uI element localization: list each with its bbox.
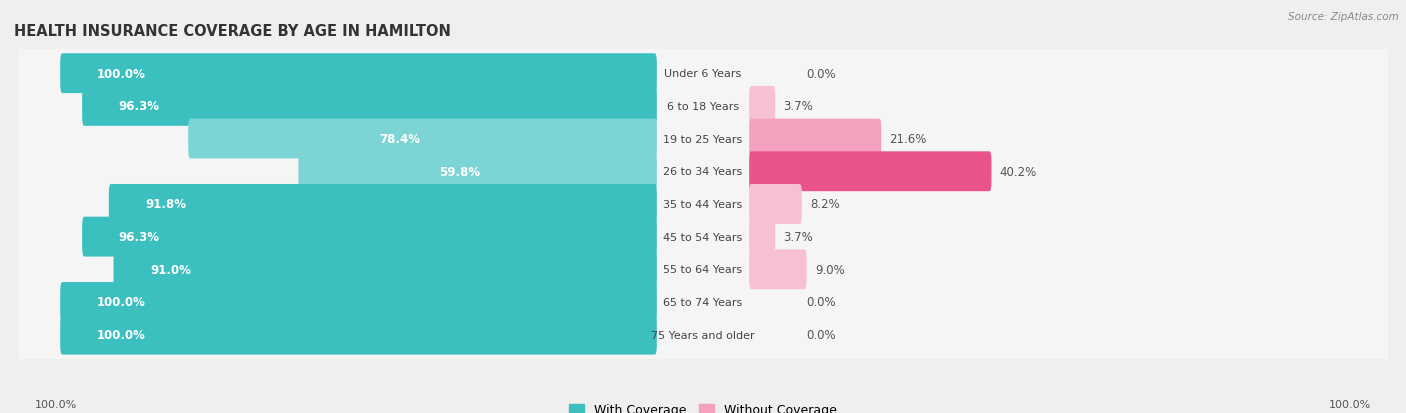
Text: 21.6%: 21.6% <box>890 133 927 146</box>
Text: 45 to 54 Years: 45 to 54 Years <box>664 232 742 242</box>
Text: 100.0%: 100.0% <box>35 399 77 409</box>
FancyBboxPatch shape <box>749 87 775 126</box>
Text: 6 to 18 Years: 6 to 18 Years <box>666 102 740 112</box>
FancyBboxPatch shape <box>749 152 991 192</box>
Text: Source: ZipAtlas.com: Source: ZipAtlas.com <box>1288 12 1399 22</box>
FancyBboxPatch shape <box>60 54 657 94</box>
FancyBboxPatch shape <box>82 87 657 126</box>
FancyBboxPatch shape <box>17 240 1389 300</box>
Text: 3.7%: 3.7% <box>783 230 813 244</box>
Text: 75 Years and older: 75 Years and older <box>651 330 755 340</box>
FancyBboxPatch shape <box>60 282 657 322</box>
Legend: With Coverage, Without Coverage: With Coverage, Without Coverage <box>564 398 842 413</box>
FancyBboxPatch shape <box>749 119 882 159</box>
Text: HEALTH INSURANCE COVERAGE BY AGE IN HAMILTON: HEALTH INSURANCE COVERAGE BY AGE IN HAMI… <box>14 24 451 39</box>
FancyBboxPatch shape <box>298 152 657 192</box>
Text: 91.8%: 91.8% <box>145 198 187 211</box>
Text: 35 to 44 Years: 35 to 44 Years <box>664 199 742 209</box>
FancyBboxPatch shape <box>82 217 657 257</box>
FancyBboxPatch shape <box>17 207 1389 267</box>
Text: 91.0%: 91.0% <box>150 263 191 276</box>
Text: 0.0%: 0.0% <box>807 296 837 309</box>
FancyBboxPatch shape <box>188 119 657 159</box>
FancyBboxPatch shape <box>17 306 1389 366</box>
FancyBboxPatch shape <box>749 250 807 290</box>
FancyBboxPatch shape <box>17 143 1389 203</box>
FancyBboxPatch shape <box>17 305 1389 365</box>
Text: 55 to 64 Years: 55 to 64 Years <box>664 265 742 275</box>
FancyBboxPatch shape <box>17 45 1389 105</box>
Text: 96.3%: 96.3% <box>118 230 160 244</box>
FancyBboxPatch shape <box>17 241 1389 301</box>
FancyBboxPatch shape <box>114 250 657 290</box>
Text: 78.4%: 78.4% <box>378 133 420 146</box>
FancyBboxPatch shape <box>17 272 1389 332</box>
FancyBboxPatch shape <box>17 142 1389 202</box>
Text: 8.2%: 8.2% <box>810 198 839 211</box>
FancyBboxPatch shape <box>17 174 1389 235</box>
Text: 3.7%: 3.7% <box>783 100 813 113</box>
Text: 0.0%: 0.0% <box>807 328 837 341</box>
FancyBboxPatch shape <box>17 176 1389 236</box>
Text: 100.0%: 100.0% <box>97 328 146 341</box>
Text: 9.0%: 9.0% <box>815 263 845 276</box>
Text: 19 to 25 Years: 19 to 25 Years <box>664 134 742 144</box>
FancyBboxPatch shape <box>17 76 1389 137</box>
FancyBboxPatch shape <box>17 110 1389 171</box>
Text: 40.2%: 40.2% <box>1000 165 1038 178</box>
FancyBboxPatch shape <box>108 185 657 224</box>
Text: Under 6 Years: Under 6 Years <box>665 69 741 79</box>
FancyBboxPatch shape <box>17 78 1389 138</box>
Text: 26 to 34 Years: 26 to 34 Years <box>664 167 742 177</box>
Text: 65 to 74 Years: 65 to 74 Years <box>664 297 742 307</box>
FancyBboxPatch shape <box>60 315 657 355</box>
FancyBboxPatch shape <box>17 109 1389 169</box>
FancyBboxPatch shape <box>17 273 1389 334</box>
Text: 59.8%: 59.8% <box>439 165 481 178</box>
Text: 96.3%: 96.3% <box>118 100 160 113</box>
Text: 100.0%: 100.0% <box>1329 399 1371 409</box>
Text: 0.0%: 0.0% <box>807 68 837 81</box>
Text: 100.0%: 100.0% <box>97 296 146 309</box>
FancyBboxPatch shape <box>17 208 1389 268</box>
FancyBboxPatch shape <box>749 185 801 224</box>
FancyBboxPatch shape <box>749 217 775 257</box>
Text: 100.0%: 100.0% <box>97 68 146 81</box>
FancyBboxPatch shape <box>17 44 1389 104</box>
